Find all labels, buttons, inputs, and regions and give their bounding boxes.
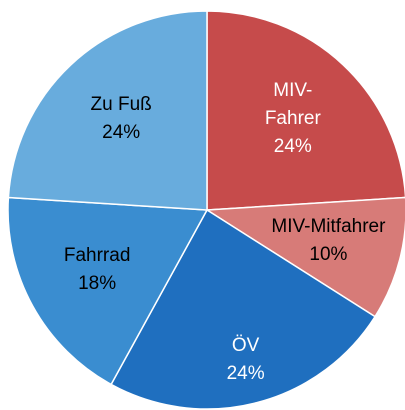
value-label: 24% (226, 363, 265, 385)
category-label: ÖV (231, 335, 260, 357)
pie-slice (110, 208, 377, 410)
slice-label: MIV-Fahrer 24% (257, 77, 329, 161)
pie-slice (7, 10, 208, 211)
category-label: Fahrrad (63, 245, 131, 267)
slice-label: MIV-Mitfahrer 10% (271, 213, 385, 269)
slice-label: Fahrrad 18% (64, 242, 131, 298)
value-label: 18% (78, 273, 117, 295)
value-label: 24% (273, 135, 312, 157)
value-label: 24% (102, 121, 141, 143)
slice-label: Zu Fuß 24% (91, 91, 152, 147)
category-label: MIV-Fahrer (264, 79, 321, 129)
category-label: MIV-Mitfahrer (271, 216, 386, 238)
value-label: 10% (309, 244, 348, 266)
pie-slice (206, 10, 405, 211)
slice-label: ÖV 24% (227, 332, 265, 388)
pie-slice (204, 196, 405, 318)
pie-slice (7, 196, 209, 386)
category-label: Zu Fuß (90, 93, 152, 115)
